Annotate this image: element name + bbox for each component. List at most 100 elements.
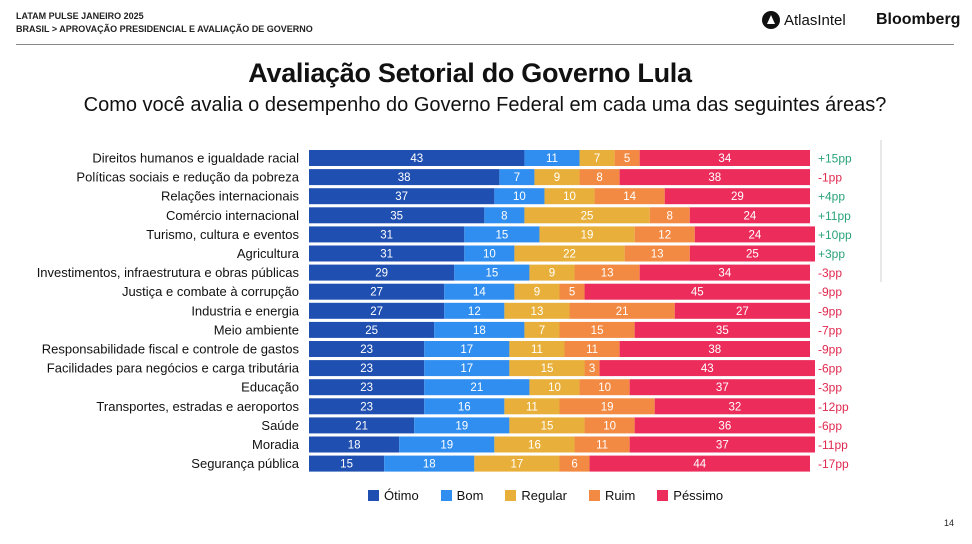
bar-segment-pessimo: [674, 302, 810, 319]
bar-segment-otimo: [309, 264, 455, 281]
bar-segment-bom: [444, 302, 505, 319]
net-change-label: -1pp: [818, 171, 842, 185]
bar-segment-bom: [524, 150, 580, 166]
bar-segment-otimo: [309, 379, 425, 396]
category-label: Facilidades para negócios e carga tribut…: [47, 361, 300, 376]
bar-value-label: 10: [548, 382, 561, 394]
bar-segment-bom: [424, 379, 530, 396]
bar-segment-otimo: [309, 169, 500, 186]
bar-segment-bom: [464, 245, 515, 262]
bar-value-label: 8: [501, 210, 507, 222]
bar-value-label: 25: [581, 210, 594, 222]
net-change-label: +4pp: [818, 190, 845, 204]
bar-segment-bom: [464, 226, 540, 243]
bar-segment-regular: [504, 302, 570, 319]
atlasintel-logo: AtlasIntel: [762, 11, 846, 29]
bar-value-label: 17: [460, 363, 473, 375]
legend-item-ruim: Ruim: [588, 488, 635, 503]
bar-segment-regular: [524, 207, 650, 224]
bar-segment-otimo: [309, 321, 435, 338]
bar-segment-ruim: [579, 379, 630, 396]
category-label: Políticas sociais e redução da pobreza: [76, 170, 299, 185]
category-label: Comércio internacional: [166, 208, 299, 223]
bar-value-label: 31: [380, 249, 393, 261]
bar-value-label: 13: [651, 249, 664, 261]
bar-segment-bom: [384, 455, 475, 472]
bar-segment-ruim: [614, 150, 640, 166]
bar-segment-bom: [424, 341, 510, 357]
bar-value-label: 19: [440, 440, 453, 452]
bar-segment-ruim: [634, 226, 695, 243]
bar-value-label: 10: [513, 191, 526, 203]
bar-segment-ruim: [594, 188, 665, 205]
bar-segment-ruim: [559, 321, 635, 338]
bar-segment-bom: [484, 207, 525, 224]
bar-value-label: 38: [708, 172, 721, 184]
bar-value-label: 10: [563, 191, 576, 203]
bar-value-label: 34: [718, 268, 731, 280]
bar-segment-ruim: [574, 436, 630, 453]
bar-value-label: 36: [718, 420, 731, 432]
bar-value-label: 6: [571, 459, 577, 471]
bar-value-label: 7: [514, 172, 520, 184]
bar-value-label: 29: [731, 191, 744, 203]
bar-segment-ruim: [574, 264, 640, 281]
category-label: Meio ambiente: [214, 322, 299, 337]
bar-segment-otimo: [309, 245, 465, 262]
bar-segment-bom: [494, 188, 545, 205]
net-change-label: +3pp: [818, 247, 845, 261]
bar-value-label: 44: [693, 459, 706, 471]
bar-value-label: 9: [554, 172, 560, 184]
bar-segment-pessimo: [629, 436, 816, 453]
bar-value-label: 38: [398, 172, 411, 184]
net-change-label: -7pp: [818, 323, 842, 337]
bar-segment-ruim: [624, 245, 690, 262]
bar-segment-pessimo: [639, 264, 810, 281]
bar-segment-pessimo: [664, 188, 810, 205]
bar-segment-pessimo: [634, 321, 810, 338]
bar-value-label: 11: [586, 344, 598, 356]
bar-segment-regular: [529, 379, 580, 396]
bar-value-label: 43: [701, 363, 714, 375]
bar-value-label: 24: [748, 229, 761, 241]
report-series-label: LATAM PULSE JANEIRO 2025: [16, 11, 144, 21]
bar-segment-regular: [544, 188, 595, 205]
category-label: Industria e energia: [191, 303, 299, 318]
bar-segment-bom: [424, 398, 505, 415]
bar-value-label: 34: [718, 153, 731, 165]
net-change-label: -9pp: [818, 285, 842, 299]
bar-value-label: 12: [658, 229, 671, 241]
bar-segment-regular: [524, 321, 560, 338]
bar-value-label: 11: [596, 440, 608, 452]
bar-segment-bom: [424, 360, 510, 377]
net-change-label: -11pp: [818, 438, 848, 452]
bar-segment-otimo: [309, 150, 525, 166]
category-label: Segurança pública: [191, 456, 299, 471]
bar-value-label: 24: [743, 210, 756, 222]
bar-segment-pessimo: [589, 455, 810, 472]
bar-value-label: 18: [348, 440, 361, 452]
bar-value-label: 19: [455, 420, 468, 432]
bar-value-label: 22: [563, 249, 576, 261]
legend-label: Bom: [456, 488, 484, 503]
atlasintel-mark-icon: [762, 11, 780, 29]
bar-segment-bom: [399, 436, 495, 453]
bar-value-label: 15: [541, 363, 554, 375]
bar-value-label: 35: [390, 210, 403, 222]
net-change-label: -3pp: [818, 266, 842, 280]
category-label: Saúde: [261, 418, 299, 433]
bar-segment-otimo: [309, 188, 495, 205]
bar-value-label: 23: [360, 363, 373, 375]
bar-segment-pessimo: [619, 169, 810, 186]
category-label: Agricultura: [237, 246, 300, 261]
bar-value-label: 35: [716, 325, 729, 337]
bar-segment-regular: [514, 283, 560, 300]
bar-value-label: 10: [483, 249, 496, 261]
legend-swatch: [657, 490, 669, 501]
chart-subtitle: Como você avalia o desempenho do Governo…: [83, 94, 887, 116]
bar-segment-pessimo: [694, 226, 816, 243]
legend-item-bom: Bom: [440, 488, 484, 503]
bar-value-label: 43: [410, 153, 423, 165]
bar-value-label: 9: [534, 287, 540, 299]
